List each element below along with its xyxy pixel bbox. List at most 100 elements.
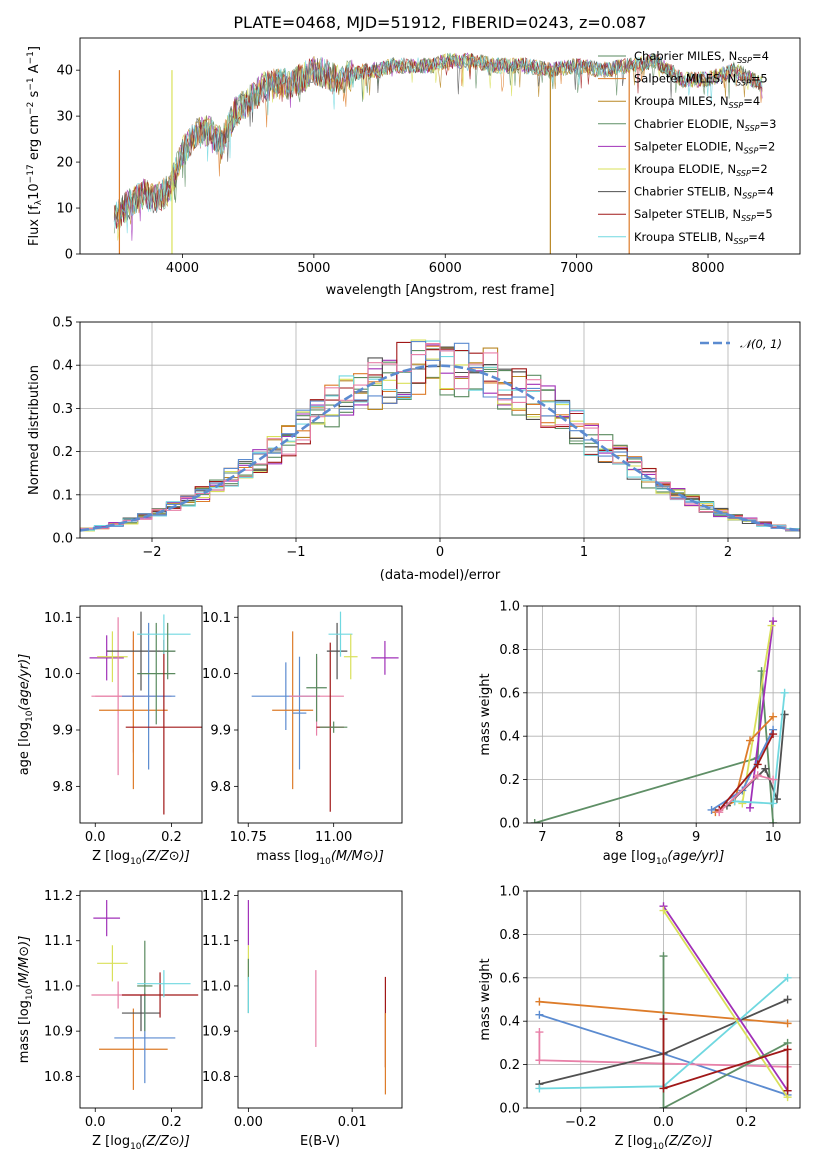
age-vs-metallicity-panel: 0.0 0.2 9.8 9.9 10.0 10.1 Z [log10(Z/Z⊙)] age [… <box>17 605 203 867</box>
x-tick-label: 0.0 <box>85 1115 106 1130</box>
weight-marker-1-1 <box>769 617 778 626</box>
x-tick-label: 4000 <box>166 261 199 276</box>
y-axis-label: age [log10(age/yr)] <box>17 654 35 776</box>
x-axis-label: Z [log10(Z/Z⊙)] <box>92 1134 190 1152</box>
weight-marker-8-1 <box>659 1084 668 1093</box>
weight-marker-0-1 <box>783 1019 792 1028</box>
histogram-step-9 <box>80 341 800 531</box>
y-tick-label: 11.2 <box>202 889 231 904</box>
histogram-step-5 <box>80 339 800 532</box>
x-tick-label: 0.2 <box>161 830 182 845</box>
y-tick-label: 40 <box>56 64 73 79</box>
axes-frame <box>237 605 403 824</box>
y-tick-label: 30 <box>56 110 73 125</box>
y-tick-label: 11.1 <box>202 934 231 949</box>
y-tick-label: 10.0 <box>202 667 231 682</box>
x-tick-label: 8000 <box>691 261 724 276</box>
y-tick-label: 0.8 <box>499 643 520 658</box>
axes-frame <box>79 37 801 255</box>
mass-weight-vs-age-panel: 7 8 9 10 0.0 0.2 0.4 0.6 0.8 1.0 age [log10(age/yr… <box>478 600 801 867</box>
y-axis-label: mass [log10(M/M⊙)] <box>17 936 35 1064</box>
legend-label-1: Salpeter MILES, NSSP=5 <box>634 72 768 88</box>
x-axis-label: Z [log10(Z/Z⊙)] <box>615 1134 713 1152</box>
axes-frame <box>526 605 801 824</box>
y-tick-label: 11.0 <box>44 979 73 994</box>
y-tick-label: 0.0 <box>499 817 520 832</box>
weight-marker-6-2 <box>769 730 778 739</box>
weight-marker-6-1 <box>753 760 762 769</box>
weight-marker-8-1 <box>753 771 762 780</box>
mass-vs-metallicity-panel: 0.0 0.2 10.8 10.9 11.0 11.1 11.2 Z [log10(Z/Z⊙)… <box>17 889 203 1152</box>
y-tick-label: 10.9 <box>202 1025 231 1040</box>
plot-area <box>251 611 399 812</box>
legend-label-8: Kroupa STELIB, NSSP=4 <box>634 230 765 246</box>
weight-line-1 <box>749 621 774 808</box>
x-tick-label: 5000 <box>297 261 330 276</box>
x-tick-label: 11.00 <box>315 830 352 845</box>
y-tick-label: 0.6 <box>499 686 520 701</box>
y-tick-label: 9.9 <box>52 724 73 739</box>
weight-marker-7-0 <box>659 952 668 961</box>
gaussian-curve <box>80 364 800 532</box>
weight-marker-1-0 <box>746 803 755 812</box>
x-tick-label: 1 <box>580 545 588 560</box>
y-tick-label: 0.4 <box>52 359 73 374</box>
y-tick-label: 0.0 <box>499 1102 520 1117</box>
x-tick-label: 0.2 <box>161 1115 182 1130</box>
x-tick-label: 0.0 <box>653 1115 674 1130</box>
legend-label-5: Kroupa ELODIE, NSSP=2 <box>634 162 768 178</box>
axes-frame <box>79 890 203 1109</box>
x-tick-label: 6000 <box>429 261 462 276</box>
y-tick-label: 0.8 <box>499 928 520 943</box>
weight-marker-7-1 <box>659 1104 668 1108</box>
weight-marker-4-0 <box>535 1084 544 1093</box>
weight-line-8 <box>662 1019 789 1091</box>
y-tick-label: 0.2 <box>499 1058 520 1073</box>
y-tick-label: 0.3 <box>52 402 73 417</box>
x-tick-label: 0.01 <box>338 1115 367 1130</box>
y-tick-label: 0.2 <box>499 773 520 788</box>
y-tick-label: 1.0 <box>499 600 520 615</box>
weight-marker-2-1 <box>767 621 776 630</box>
weight-line-5 <box>662 905 789 1092</box>
y-tick-label: 1.0 <box>499 885 520 900</box>
legend-label-6: Chabrier STELIB, NSSP=4 <box>634 185 774 201</box>
weight-marker-2-0 <box>535 1028 544 1037</box>
legend-label-4: Salpeter ELODIE, NSSP=2 <box>634 139 775 155</box>
weight-line-3 <box>714 716 774 813</box>
y-tick-label: 9.8 <box>52 780 73 795</box>
weight-marker-0-0 <box>530 819 539 823</box>
y-tick-label: 0.1 <box>52 488 73 503</box>
x-tick-label: 0 <box>436 545 444 560</box>
spectrum-panel: 4000 5000 6000 7000 8000 0 10 20 30 40 PLATE=0468,… <box>26 13 801 298</box>
x-tick-label: 10.75 <box>230 830 267 845</box>
y-tick-label: 9.9 <box>210 724 231 739</box>
y-tick-label: 0.0 <box>52 532 73 547</box>
mass-vs-extinction-panel: 0.00 0.01 10.8 10.9 11.0 11.1 11.2 E(B-V) <box>202 889 403 1149</box>
y-tick-label: 11.0 <box>202 979 231 994</box>
y-tick-label: 10 <box>56 202 73 217</box>
x-tick-label: −1 <box>286 545 305 560</box>
plot-area <box>80 322 800 538</box>
y-tick-label: 10.1 <box>202 611 231 626</box>
weight-marker-7-2 <box>780 688 789 697</box>
x-tick-label: −0.2 <box>565 1115 597 1130</box>
x-axis-label: E(B-V) <box>300 1134 340 1149</box>
mass-weight-vs-metallicity-panel: −0.2 0.0 0.2 0.0 0.2 0.4 0.6 0.8 1.0 Z [log10(Z/Z… <box>478 885 801 1152</box>
plot-area <box>247 900 386 1095</box>
x-axis-label: mass [log10(M/M⊙)] <box>256 849 384 867</box>
histogram-step-10 <box>80 342 800 531</box>
weight-marker-2-1 <box>535 1056 544 1065</box>
weight-marker-4-2 <box>783 973 792 982</box>
y-tick-label: 11.1 <box>44 934 73 949</box>
legend-label-7: Salpeter STELIB, NSSP=5 <box>634 207 773 223</box>
y-tick-label: 0 <box>65 248 73 263</box>
plot-area <box>527 891 800 1108</box>
age-vs-mass-panel: 10.75 11.00 9.8 9.9 10.0 10.1 mass [log10(M/M⊙… <box>202 605 403 867</box>
plot-area <box>113 52 763 254</box>
weight-marker-2-0 <box>738 799 747 808</box>
spectrum-line-8 <box>113 52 763 234</box>
x-axis-label: Z [log10(Z/Z⊙)] <box>92 849 190 867</box>
weight-marker-3-2 <box>783 995 792 1004</box>
y-axis-label: Flux [fλ10−17 erg cm−2 s−1 A−1] <box>26 46 44 246</box>
